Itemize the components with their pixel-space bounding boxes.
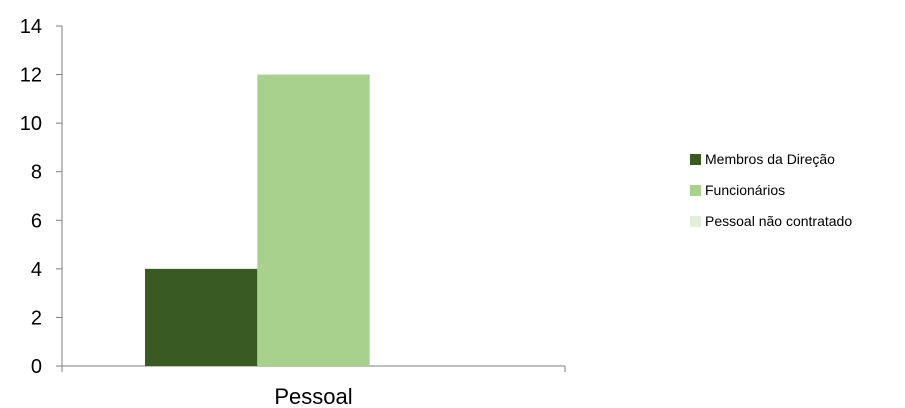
- legend: Membros da Direção Funcionários Pessoal …: [690, 150, 852, 243]
- y-tick-label: 10: [20, 113, 42, 135]
- bars: [144, 74, 370, 367]
- y-tick-label: 4: [31, 259, 42, 281]
- legend-item-funcionarios: Funcionários: [690, 181, 852, 199]
- y-tick-label: 14: [20, 16, 42, 38]
- y-tick-label: 6: [31, 210, 42, 232]
- y-axis: 0 2 4 6 8 10 12 14: [20, 16, 63, 378]
- y-tick-label: 0: [31, 356, 42, 378]
- legend-swatch-funcionarios: [690, 184, 701, 196]
- y-tick-label: 2: [31, 307, 42, 329]
- legend-label-funcionarios: Funcionários: [705, 182, 786, 198]
- y-tick-label: 8: [31, 162, 42, 184]
- legend-swatch-membros-da-direcao: [690, 153, 701, 165]
- legend-label-membros-da-direcao: Membros da Direção: [705, 151, 835, 167]
- y-tick-label: 12: [20, 65, 42, 87]
- legend-item-pessoal-nao-contratado: Pessoal não contratado: [690, 212, 852, 230]
- legend-label-pessoal-nao-contratado: Pessoal não contratado: [705, 213, 853, 229]
- legend-swatch-pessoal-nao-contratado: [690, 215, 701, 227]
- x-category-label: Pessoal: [274, 384, 352, 408]
- bar-funcionarios: [257, 74, 370, 367]
- x-axis: Pessoal: [62, 365, 566, 408]
- bar-membros-da-direcao: [144, 268, 258, 366]
- legend-item-membros-da-direcao: Membros da Direção: [690, 150, 852, 168]
